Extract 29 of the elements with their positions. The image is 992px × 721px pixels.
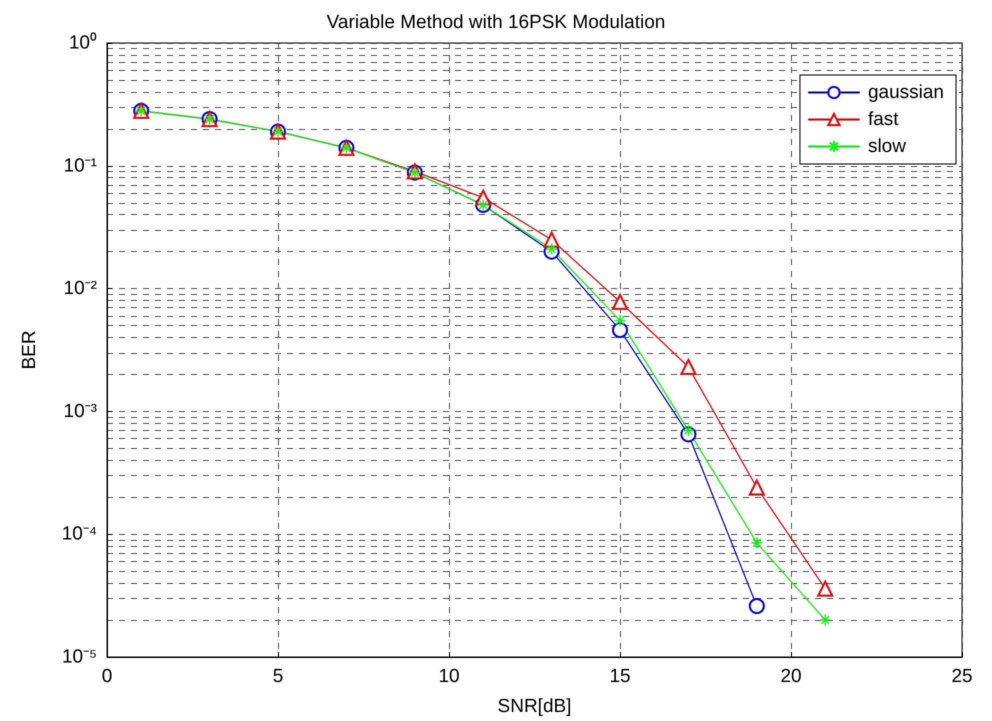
x-tick-label: 5 bbox=[272, 666, 284, 687]
point bbox=[680, 358, 696, 375]
point bbox=[612, 294, 628, 310]
legend-label: slow bbox=[868, 136, 906, 157]
point bbox=[748, 598, 765, 614]
legend-label: fast bbox=[868, 109, 900, 130]
y-tick-label: 10⁻⁴ bbox=[62, 524, 97, 545]
point bbox=[544, 232, 560, 248]
chart-title: Variable Method with 16PSK Modulation bbox=[326, 12, 666, 33]
x-tick-label: 20 bbox=[780, 666, 802, 687]
x-tick-label: 0 bbox=[102, 666, 112, 687]
point bbox=[614, 314, 626, 327]
y-tick-label: 10⁻⁵ bbox=[62, 646, 97, 668]
y-tick-label: 10⁻² bbox=[64, 278, 97, 300]
y-tick-label: 10⁻¹ bbox=[64, 155, 97, 176]
point bbox=[612, 322, 628, 338]
legend-label: gaussian bbox=[868, 82, 944, 103]
x-tick-label: 10 bbox=[438, 666, 460, 687]
y-axis-title: BER bbox=[19, 330, 40, 370]
point bbox=[748, 480, 765, 496]
x-axis-title: SNR[dB] bbox=[498, 696, 572, 717]
y-tick-label: 10⁰ bbox=[68, 32, 97, 54]
y-tick-label: 10⁻³ bbox=[64, 400, 97, 422]
point bbox=[750, 536, 763, 549]
x-tick-label: 15 bbox=[609, 666, 631, 687]
point bbox=[546, 242, 558, 256]
x-tick-label: 25 bbox=[951, 666, 973, 687]
point bbox=[817, 580, 834, 597]
point bbox=[819, 614, 832, 626]
